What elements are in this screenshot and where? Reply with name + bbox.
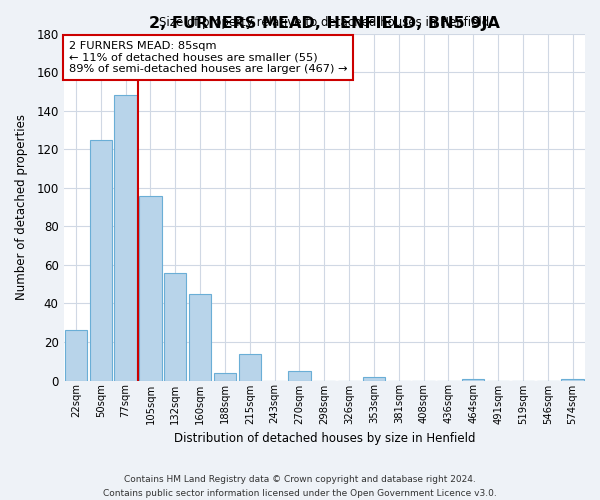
Text: 2 FURNERS MEAD: 85sqm
← 11% of detached houses are smaller (55)
89% of semi-deta: 2 FURNERS MEAD: 85sqm ← 11% of detached … [69, 40, 347, 74]
Bar [189, 294, 211, 380]
Bar [239, 354, 261, 380]
Bar [65, 330, 87, 380]
Bar [214, 373, 236, 380]
Text: Contains HM Land Registry data © Crown copyright and database right 2024.
Contai: Contains HM Land Registry data © Crown c… [103, 476, 497, 498]
Title: 2, FURNERS MEAD, HENFIELD, BN5 9JA: 2, FURNERS MEAD, HENFIELD, BN5 9JA [149, 16, 500, 31]
Bar [115, 96, 137, 381]
Bar [288, 371, 311, 380]
Bar [562, 378, 584, 380]
Bar [462, 378, 484, 380]
X-axis label: Distribution of detached houses by size in Henfield: Distribution of detached houses by size … [173, 432, 475, 445]
Bar [164, 272, 187, 380]
Bar [89, 140, 112, 380]
Text: Size of property relative to detached houses in Henfield: Size of property relative to detached ho… [159, 16, 490, 28]
Y-axis label: Number of detached properties: Number of detached properties [15, 114, 28, 300]
Bar [139, 196, 161, 380]
Bar [363, 376, 385, 380]
